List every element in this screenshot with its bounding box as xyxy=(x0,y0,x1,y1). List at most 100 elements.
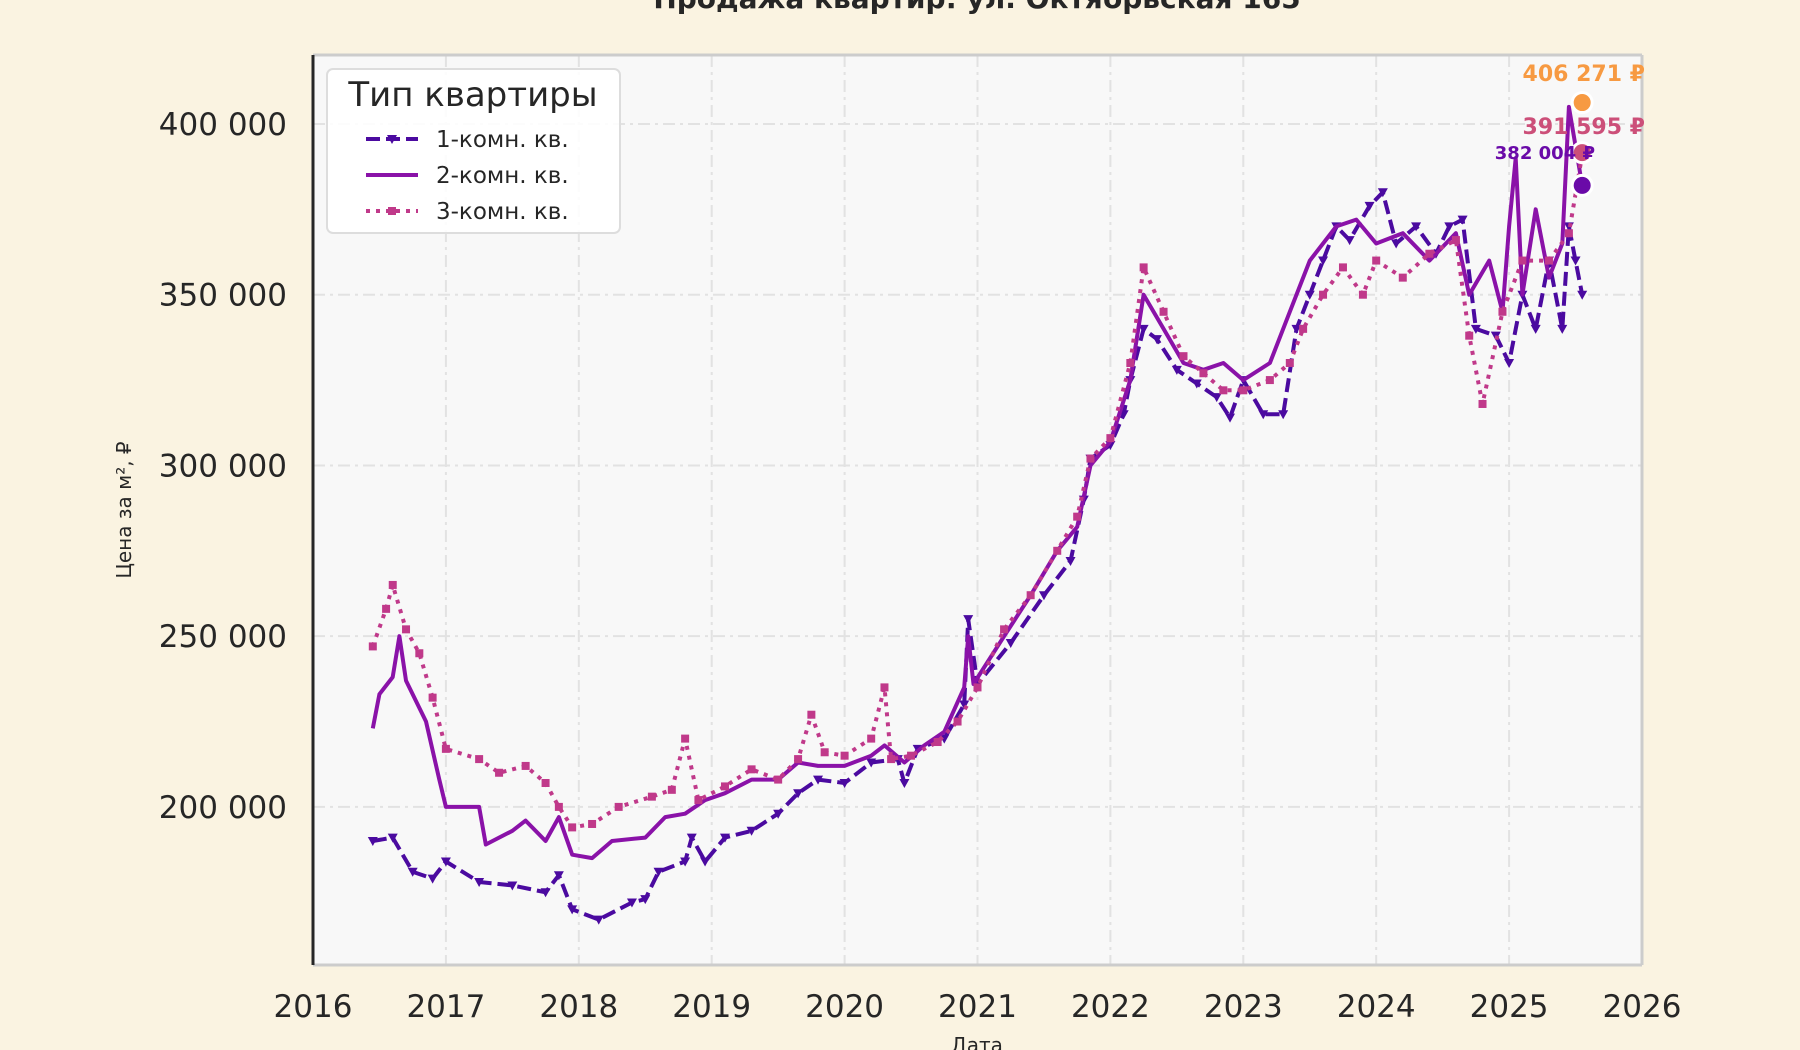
square-marker xyxy=(428,693,437,702)
square-marker xyxy=(495,768,504,777)
square-marker xyxy=(1106,434,1115,443)
square-marker xyxy=(794,755,803,764)
square-marker xyxy=(1126,359,1135,367)
square-marker xyxy=(368,642,377,651)
square-marker xyxy=(1139,263,1148,272)
triangle-marker xyxy=(1557,324,1568,334)
square-marker xyxy=(1338,263,1347,272)
triangle-marker xyxy=(1191,379,1202,389)
square-marker xyxy=(667,785,676,794)
y-tick-label: 350 000 xyxy=(159,278,287,314)
legend-label-1: 1-комн. кв. xyxy=(436,127,569,153)
triangle-marker xyxy=(440,857,451,867)
square-marker xyxy=(475,755,484,764)
triangle-marker xyxy=(507,881,518,891)
square-marker xyxy=(973,683,982,692)
x-tick-label: 2022 xyxy=(1071,989,1150,1025)
triangle-marker xyxy=(1504,359,1515,368)
triangle-marker xyxy=(407,867,418,877)
square-marker xyxy=(441,744,450,753)
x-tick-label: 2019 xyxy=(672,989,751,1025)
triangle-marker xyxy=(1211,393,1222,403)
square-marker xyxy=(720,782,729,791)
square-marker xyxy=(388,207,396,215)
square-marker xyxy=(588,819,597,828)
square-marker xyxy=(774,775,783,784)
square-marker xyxy=(415,649,424,658)
x-tick-label: 2026 xyxy=(1603,989,1682,1025)
triangle-marker xyxy=(387,833,398,843)
triangle-marker xyxy=(1377,188,1388,198)
triangle-marker xyxy=(1138,324,1149,334)
square-marker xyxy=(1285,359,1294,367)
triangle-marker xyxy=(1411,222,1422,232)
square-marker xyxy=(1498,307,1507,316)
triangle-marker xyxy=(899,779,910,788)
legend-label-3: 3-комн. кв. xyxy=(436,199,569,225)
triangle-marker xyxy=(1530,324,1541,334)
triangle-marker xyxy=(1278,410,1289,420)
square-marker xyxy=(807,710,816,719)
square-marker xyxy=(953,717,962,726)
square-marker xyxy=(647,792,656,801)
square-marker xyxy=(1319,290,1328,299)
y-tick-label: 200 000 xyxy=(159,790,287,826)
square-marker xyxy=(694,796,703,805)
tick-labels: 2016 2017 2018 2019 2020 2021 2022 2023 2024 2025… xyxy=(159,107,1682,1025)
triangle-marker xyxy=(959,700,970,710)
triangle-marker xyxy=(1065,557,1076,567)
triangle-marker xyxy=(1444,222,1455,232)
end-value-label: 382 004 ₽ xyxy=(1495,143,1595,164)
square-marker xyxy=(1564,229,1573,238)
square-marker xyxy=(1199,369,1208,378)
square-marker xyxy=(1398,273,1407,282)
triangle-marker xyxy=(700,857,711,867)
triangle-marker xyxy=(474,878,485,888)
x-tick-label: 2025 xyxy=(1470,989,1549,1025)
square-marker xyxy=(554,802,563,811)
x-axis-label: Дата xyxy=(951,1033,1003,1050)
square-marker xyxy=(880,683,889,692)
triangle-marker xyxy=(1304,290,1315,300)
square-marker xyxy=(1053,546,1062,555)
square-marker xyxy=(840,751,849,760)
y-tick-label: 250 000 xyxy=(159,619,287,655)
triangle-marker xyxy=(1470,324,1481,334)
square-marker xyxy=(1478,399,1487,408)
square-marker xyxy=(1465,331,1474,340)
triangle-marker xyxy=(839,779,850,788)
triangle-marker xyxy=(567,905,578,915)
end-value-label: 391 595 ₽ xyxy=(1523,115,1645,140)
triangle-marker xyxy=(540,888,551,898)
square-marker xyxy=(402,625,411,634)
square-marker xyxy=(820,748,829,757)
series-lines xyxy=(367,104,1588,925)
square-marker xyxy=(1219,386,1228,395)
square-marker xyxy=(1425,249,1434,258)
triangle-marker xyxy=(640,895,651,905)
square-marker xyxy=(887,755,896,764)
triangle-marker xyxy=(1577,290,1588,300)
triangle-marker xyxy=(1318,256,1329,266)
triangle-marker xyxy=(813,775,824,785)
triangle-marker xyxy=(1038,591,1049,601)
y-tick-label: 300 000 xyxy=(159,448,287,484)
chart-title: Продажа квартир: ул. Октябрьская 165 xyxy=(653,0,1300,15)
legend-label-2: 2-комн. кв. xyxy=(436,163,569,189)
square-marker xyxy=(1544,256,1553,265)
triangle-marker xyxy=(1005,639,1016,648)
triangle-marker xyxy=(1570,256,1581,266)
legend-title: Тип квартиры xyxy=(347,75,597,115)
triangle-marker xyxy=(427,874,438,884)
square-marker xyxy=(1086,454,1095,463)
triangle-marker xyxy=(367,837,378,847)
x-tick-label: 2020 xyxy=(805,989,884,1025)
triangle-marker xyxy=(553,871,564,881)
triangle-marker xyxy=(1225,413,1236,423)
triangle-marker xyxy=(593,915,604,925)
x-tick-label: 2023 xyxy=(1204,989,1283,1025)
square-marker xyxy=(382,604,391,613)
square-marker xyxy=(521,761,530,770)
triangle-marker xyxy=(793,789,804,799)
